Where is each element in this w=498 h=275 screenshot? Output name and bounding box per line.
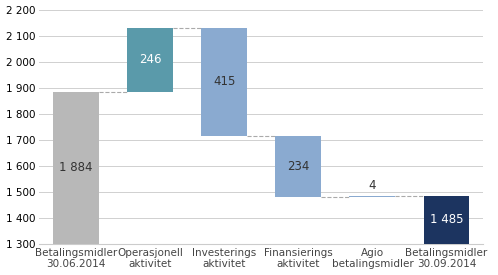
Text: 415: 415 bbox=[213, 75, 236, 88]
Bar bbox=[127, 28, 173, 92]
Text: 1 485: 1 485 bbox=[430, 213, 463, 226]
Text: 4: 4 bbox=[369, 179, 376, 192]
Bar bbox=[275, 136, 321, 197]
Text: 234: 234 bbox=[287, 160, 310, 173]
Bar bbox=[350, 196, 395, 197]
Bar bbox=[423, 196, 470, 244]
Text: 1 884: 1 884 bbox=[59, 161, 93, 174]
Bar bbox=[53, 92, 99, 244]
Text: 246: 246 bbox=[139, 53, 161, 66]
Bar bbox=[201, 28, 248, 136]
